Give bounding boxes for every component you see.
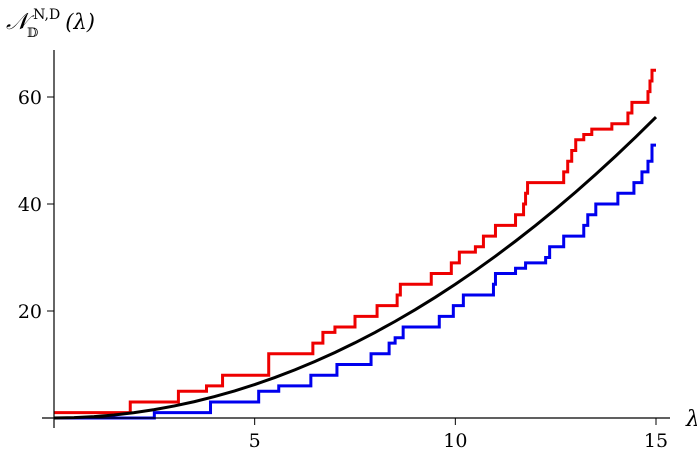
x-tick-label: 10 [443,430,467,452]
y-axis-title-subscript: 𝔻 [27,26,38,41]
y-tick-label: 40 [18,194,42,216]
y-axis-title-argument: (λ) [65,10,95,34]
lower-step-series-line [54,143,656,420]
upper-step-series-line [54,68,656,415]
x-tick-label: 5 [249,430,261,452]
axes-layer [42,50,670,428]
y-axis-title: 𝒩 N,D (λ) [6,4,95,35]
y-tick-label: 20 [18,301,42,323]
x-axis-title: λ [685,407,697,432]
x-tick-label: 15 [644,430,668,452]
smooth-curve-line [53,115,658,420]
ticks-layer: 5 10 15 20 40 60 [18,87,668,452]
y-tick-label: 60 [18,87,42,109]
series-layer [53,68,658,420]
y-axis-title-superscript: N,D [33,7,60,23]
